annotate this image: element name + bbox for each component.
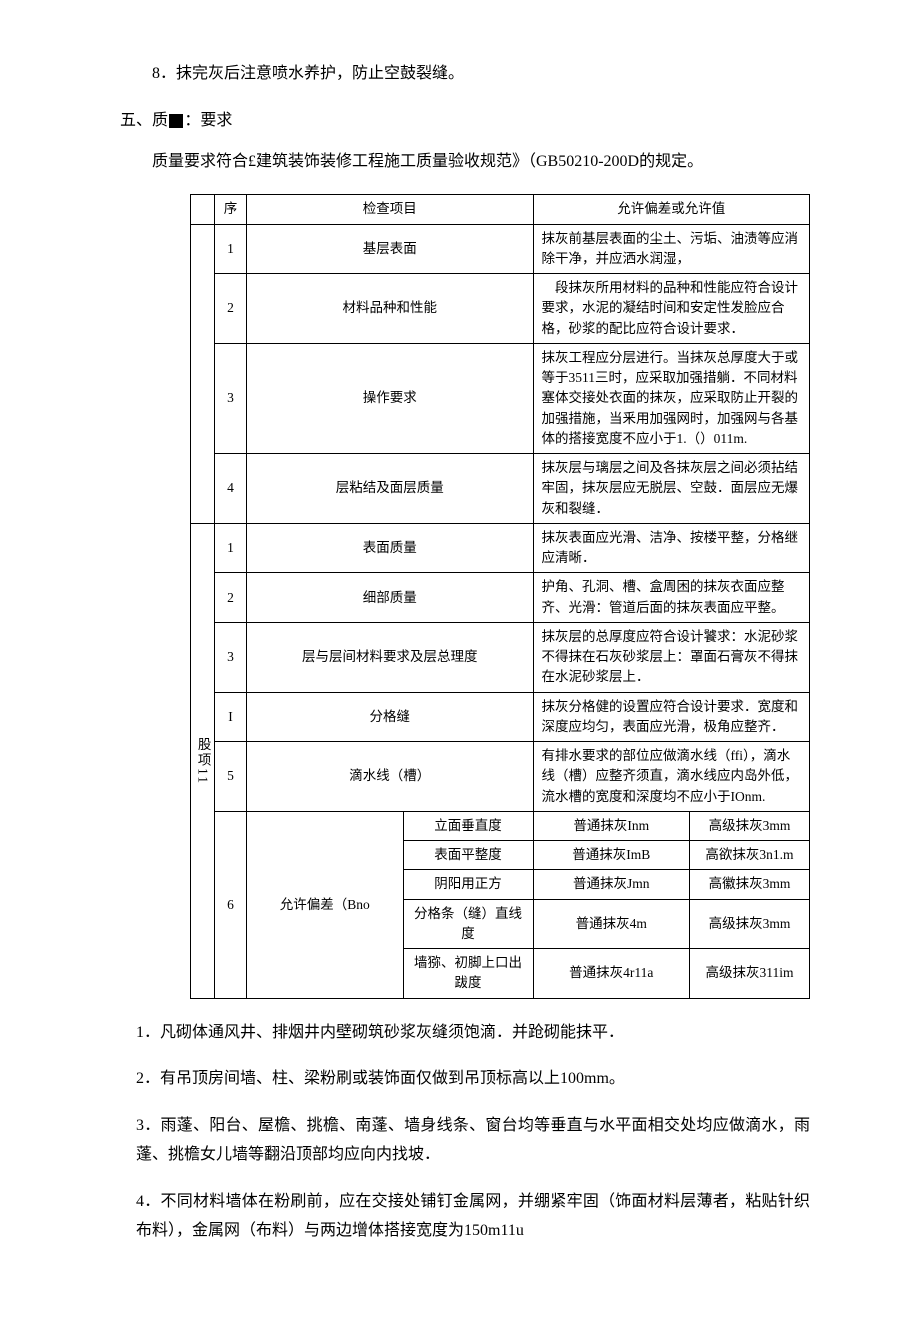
check-cell: 细部质量 [247, 573, 534, 623]
table-row: I 分格缝 抹灰分格健的设置应符合设计要求．宽度和深度应均匀，表面应光滑，极角应… [191, 692, 810, 742]
table-row: 5 滴水线（槽） 有排水要求的部位应做滴水线（ffi），滴水线（槽）应整齐须直，… [191, 742, 810, 812]
check-header: 检查项目 [247, 195, 534, 224]
row6-c1: 普通抹灰4m [533, 899, 690, 949]
seq-header: 序 [215, 195, 247, 224]
blank-header-cell [191, 195, 215, 224]
row6-item: 立面垂直度 [403, 811, 533, 840]
seq6-cell: 6 [215, 811, 247, 998]
seq-cell: 5 [215, 742, 247, 812]
row6-item: 墙猕、初脚上口出跋度 [403, 949, 533, 999]
row6-c2: 高级抹灰3mm [690, 899, 810, 949]
row6-c2: 高徽抹灰3mm [690, 870, 810, 899]
seq-cell: 3 [215, 343, 247, 453]
note-2: 2．有吊顶房间墙、柱、梁粉刷或装饰面仅做到吊顶标高以上100mm。 [120, 1065, 810, 1094]
table-row: 股项11 1 表面质量 抹灰表面应光滑、洁净、按楼平整，分格继应清晰． [191, 523, 810, 573]
allow-cell: 抹灰前基层表面的尘土、污垢、油渍等应消除干净，并应洒水润湿， [533, 224, 810, 274]
note-3: 3．雨蓬、阳台、屋檐、挑檐、南蓬、墙身线条、窗台均等垂直与水平面相交处均应做滴水… [120, 1112, 810, 1170]
row6-c2: 高欲抹灰3n1.m [690, 841, 810, 870]
table-row: 3 层与层间材料要求及层总理度 抹灰层的总厚度应符合设计饕求：水泥砂浆不得抹在石… [191, 622, 810, 692]
row6-label: 允许偏差（Bno [247, 811, 404, 998]
allow-cell: 抹灰层的总厚度应符合设计饕求：水泥砂浆不得抹在石灰砂浆层上：罩面石膏灰不得抹在水… [533, 622, 810, 692]
table-header-row: 序 检查项目 允许偏差或允许值 [191, 195, 810, 224]
quality-req-text: 质量要求符合£建筑装饰装修工程施工质量验收规范》（GB50210-200D的规定… [120, 148, 810, 177]
row6-c1: 普通抹灰Inm [533, 811, 690, 840]
row6-c1: 普通抹灰ImB [533, 841, 690, 870]
allow-cell: 有排水要求的部位应做滴水线（ffi），滴水线（槽）应整齐须直，滴水线应内岛外低，… [533, 742, 810, 812]
check-cell: 材料品种和性能 [247, 274, 534, 344]
allow-cell: 护角、孔洞、槽、盒周困的抹灰衣面应整齐、光滑：管道后面的抹灰表面应平整。 [533, 573, 810, 623]
check-cell: 滴水线（槽） [247, 742, 534, 812]
seq-cell: 2 [215, 274, 247, 344]
seq-cell: 3 [215, 622, 247, 692]
section5-head-b: ：要求 [184, 112, 232, 129]
note-4: 4．不同材料墙体在粉刷前，应在交接处铺钉金属网，并绷紧牢固（饰面材料层薄者，粘贴… [120, 1188, 810, 1246]
seq-cell: 4 [215, 454, 247, 524]
table-row: 1 基层表面 抹灰前基层表面的尘土、污垢、油渍等应消除干净，并应洒水润湿， [191, 224, 810, 274]
allow-cell: 抹灰层与璃层之间及各抹灰层之间必须拈结牢固，抹灰层应无脱层、空鼓．面层应无爆灰和… [533, 454, 810, 524]
table-row-6-1: 6 允许偏差（Bno 立面垂直度 普通抹灰Inm 高级抹灰3mm [191, 811, 810, 840]
row6-item: 分格条（缝）直线度 [403, 899, 533, 949]
inspection-table: 序 检查项目 允许偏差或允许值 1 基层表面 抹灰前基层表面的尘土、污垢、油渍等… [190, 194, 810, 998]
seq-cell: I [215, 692, 247, 742]
check-cell: 分格缝 [247, 692, 534, 742]
row6-c2: 高级抹灰3mm [690, 811, 810, 840]
check-cell: 层粘结及面层质量 [247, 454, 534, 524]
allow-cell: 抹灰工程应分层进行。当抹灰总厚度大于或等于3511三时，应采取加强措躺．不同材料… [533, 343, 810, 453]
seq-cell: 1 [215, 224, 247, 274]
seq-cell: 1 [215, 523, 247, 573]
allow-header: 允许偏差或允许值 [533, 195, 810, 224]
allow-cell: 抹灰分格健的设置应符合设计要求．宽度和深度应均匀，表面应光滑，极角应整齐． [533, 692, 810, 742]
table-row: 3 操作要求 抹灰工程应分层进行。当抹灰总厚度大于或等于3511三时，应采取加强… [191, 343, 810, 453]
allow-cell: 抹灰表面应光滑、洁净、按楼平整，分格继应清晰． [533, 523, 810, 573]
note-1: 1．凡砌体通风井、排烟井内壁砌筑砂浆灰缝须饱滴．并跄砌能抹平． [120, 1019, 810, 1048]
table-row: 2 材料品种和性能 段抹灰所用材料的品种和性能应符合设计要求，水泥的凝结时间和安… [191, 274, 810, 344]
row6-c1: 普通抹灰Jmn [533, 870, 690, 899]
group1-cat [191, 224, 215, 523]
group2-cat: 股项11 [191, 523, 215, 998]
seq-cell: 2 [215, 573, 247, 623]
check-cell: 表面质量 [247, 523, 534, 573]
block-glyph [169, 114, 183, 128]
table-row: 4 层粘结及面层质量 抹灰层与璃层之间及各抹灰层之间必须拈结牢固，抹灰层应无脱层… [191, 454, 810, 524]
row6-c2: 高级抹灰311im [690, 949, 810, 999]
check-cell: 基层表面 [247, 224, 534, 274]
check-cell: 层与层间材料要求及层总理度 [247, 622, 534, 692]
note-8: 8．抹完灰后注意喷水养护，防止空鼓裂缝。 [120, 60, 810, 89]
row6-c1: 普通抹灰4r11a [533, 949, 690, 999]
section5-head-a: 五、质 [120, 112, 168, 129]
quality-table: 序 检查项目 允许偏差或允许值 1 基层表面 抹灰前基层表面的尘土、污垢、油渍等… [190, 194, 810, 998]
table-row: 2 细部质量 护角、孔洞、槽、盒周困的抹灰衣面应整齐、光滑：管道后面的抹灰表面应… [191, 573, 810, 623]
section5-heading: 五、质 ：要求 [120, 107, 810, 136]
row6-item: 表面平整度 [403, 841, 533, 870]
row6-item: 阴阳用正方 [403, 870, 533, 899]
allow-cell: 段抹灰所用材料的品种和性能应符合设计要求，水泥的凝结时间和安定性发脸应合格，砂浆… [533, 274, 810, 344]
check-cell: 操作要求 [247, 343, 534, 453]
